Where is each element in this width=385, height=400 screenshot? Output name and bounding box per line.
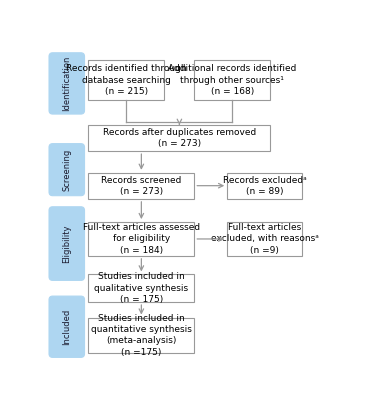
Text: Records after duplicates removed
(n = 273): Records after duplicates removed (n = 27… (103, 128, 256, 148)
FancyBboxPatch shape (49, 53, 85, 114)
FancyBboxPatch shape (89, 222, 194, 256)
Text: Studies included in
qualitative synthesis
(n = 175): Studies included in qualitative synthesi… (94, 272, 188, 304)
FancyBboxPatch shape (227, 173, 302, 199)
Text: Records excludedᵃ
(n = 89): Records excludedᵃ (n = 89) (223, 176, 306, 196)
FancyBboxPatch shape (49, 144, 85, 196)
FancyBboxPatch shape (89, 125, 270, 151)
FancyBboxPatch shape (89, 318, 194, 353)
Text: Additional records identified
through other sources¹
(n = 168): Additional records identified through ot… (168, 64, 296, 96)
Text: Identification: Identification (62, 56, 71, 111)
FancyBboxPatch shape (89, 60, 164, 100)
Text: Full-text articles
excluded, with reasonsᵃ
(n =9): Full-text articles excluded, with reason… (211, 223, 318, 255)
Text: Eligibility: Eligibility (62, 224, 71, 263)
Text: Full-text articles assessed
for eligibility
(n = 184): Full-text articles assessed for eligibil… (83, 223, 200, 255)
FancyBboxPatch shape (89, 173, 194, 199)
FancyBboxPatch shape (227, 222, 302, 256)
FancyBboxPatch shape (49, 296, 85, 357)
Text: Included: Included (62, 309, 71, 345)
FancyBboxPatch shape (194, 60, 270, 100)
Text: Records screened
(n = 273): Records screened (n = 273) (101, 176, 182, 196)
Text: Records identified through
database searching
(n = 215): Records identified through database sear… (66, 64, 187, 96)
Text: Studies included in
quantitative synthesis
(meta-analysis)
(n =175): Studies included in quantitative synthes… (91, 314, 192, 357)
FancyBboxPatch shape (89, 274, 194, 302)
FancyBboxPatch shape (49, 207, 85, 280)
Text: Screening: Screening (62, 148, 71, 191)
